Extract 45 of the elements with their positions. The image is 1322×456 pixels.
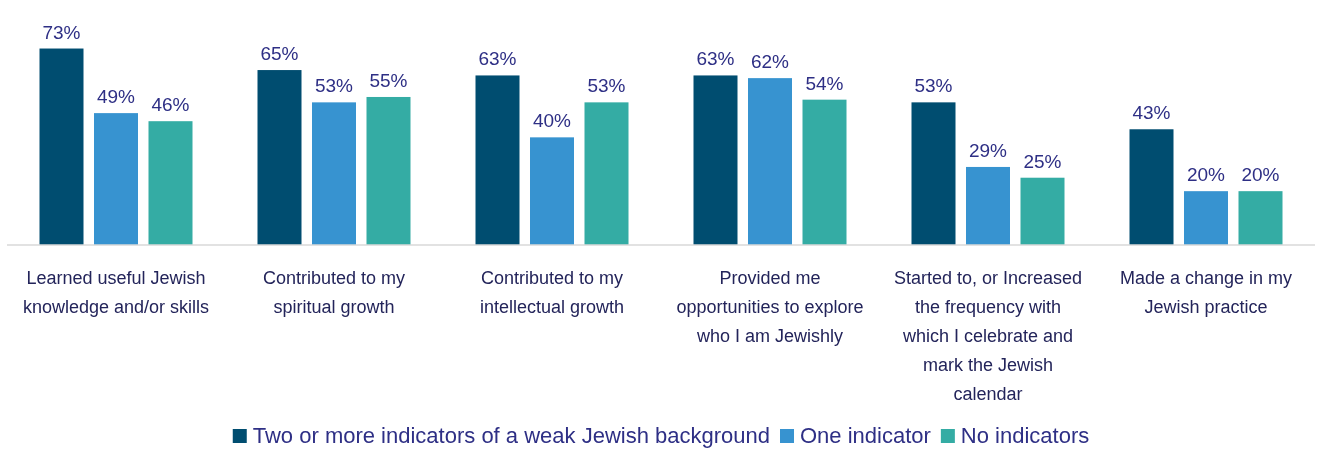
bar [966,166,1010,245]
x-tick-label: Contributed to my spiritual growth [262,268,406,317]
bar [530,137,574,245]
bar [693,75,738,245]
data-label: 25% [1023,150,1062,172]
bar [312,102,356,245]
legend-label: No indicators [960,423,1090,448]
data-label: 62% [750,51,790,73]
data-label: 29% [968,139,1008,161]
bar [748,78,792,245]
x-tick-label: Started to, or Increased the frequency with which I celebrate and mark the Jewish calendar [893,268,1083,404]
data-label: 63% [696,48,735,70]
data-label: 63% [478,48,517,70]
data-label: 53% [587,75,626,97]
data-label: 53% [914,75,953,97]
legend-label: One indicator [800,423,931,448]
data-label: 46% [151,94,190,116]
x-tick-label: Contributed to my intellectual growth [479,268,625,317]
bar [1238,191,1283,245]
bar [802,99,847,245]
data-label: 55% [369,69,408,91]
data-label: 40% [532,110,572,132]
x-tick-label: Provided me opportunities to explore who I am Jewishly [676,268,864,346]
bar [1184,191,1228,245]
legend-label: Two or more indicators of a weak Jewish background [252,423,771,448]
bar [1020,177,1065,245]
bar [39,48,84,245]
data-label: 20% [1241,164,1280,186]
bar [1129,129,1174,245]
data-label: 73% [42,21,81,43]
data-label: 43% [1132,102,1171,124]
x-tick-label: Made a change in my Jewish practice [1119,268,1293,317]
bar [366,96,411,245]
data-label: 20% [1186,164,1226,186]
bar [911,102,956,245]
bar [257,70,302,245]
bar [148,121,193,245]
data-label: 65% [260,43,299,65]
bar [94,113,138,245]
data-label: 54% [805,72,844,94]
data-label: 53% [314,75,354,97]
data-label: 49% [96,86,136,108]
x-tick-label: Learned useful Jewish knowledge and/or skills [22,268,210,317]
bar [475,75,520,245]
bar [584,102,629,245]
